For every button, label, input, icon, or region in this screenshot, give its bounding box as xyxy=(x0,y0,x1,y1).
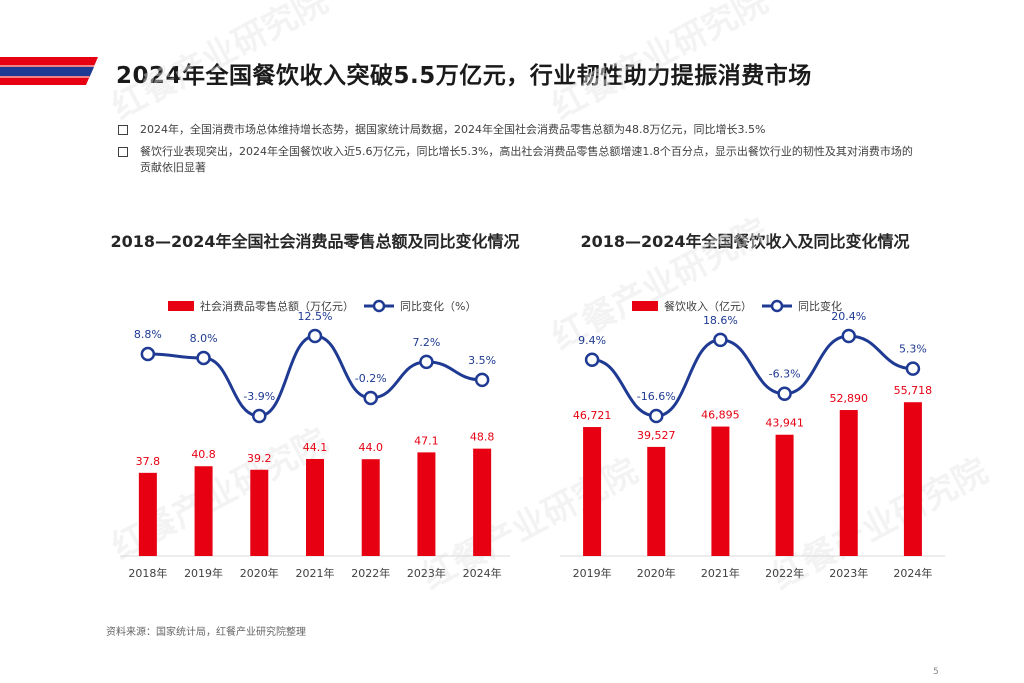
line-point xyxy=(252,408,267,424)
legend-line-label: 同比变化（%） xyxy=(400,299,476,313)
x-tick-label: 2020年 xyxy=(240,566,279,580)
bar-data-label: 40.8 xyxy=(191,448,216,461)
legend-bar-label: 餐饮收入（亿元） xyxy=(664,299,752,313)
bar-data-label: 52,890 xyxy=(830,392,869,405)
legend-line-label: 同比变化 xyxy=(798,299,842,313)
bar-data-label: 44.0 xyxy=(358,441,383,454)
line-data-label: 5.3% xyxy=(899,343,927,356)
legend-bar-label: 社会消费品零售总额（万亿元） xyxy=(200,299,354,313)
line-data-label: 9.4% xyxy=(578,334,606,347)
bar-data-label: 39,527 xyxy=(637,429,676,442)
line-point xyxy=(140,346,156,362)
bar xyxy=(306,458,324,556)
line-point xyxy=(419,354,434,370)
legend-bar-swatch xyxy=(168,301,194,311)
bar-data-label: 47.1 xyxy=(414,434,439,447)
line-point xyxy=(713,332,728,348)
x-tick-label: 2021年 xyxy=(701,566,740,580)
line-point xyxy=(474,372,490,388)
bar xyxy=(583,427,602,556)
line-point xyxy=(905,361,921,376)
bullet-text: 餐饮行业表现突出，2024年全国餐饮收入近5.6万亿元，同比增长5.3%，高出社… xyxy=(140,145,913,174)
bar-data-label: 46,895 xyxy=(701,409,740,422)
line-data-label: 12.5% xyxy=(298,310,333,323)
bar-data-label: 39.2 xyxy=(247,452,272,465)
bullet-item: 2024年，全国消费市场总体维持增长态势，据国家统计局数据，2024年全国社会消… xyxy=(118,122,918,138)
line-point xyxy=(307,328,323,344)
bar xyxy=(138,472,157,556)
legend-bar-swatch xyxy=(632,301,658,311)
x-tick-label: 2018年 xyxy=(128,566,167,580)
bar xyxy=(417,452,436,556)
bar xyxy=(775,434,794,556)
line-data-label: -16.6% xyxy=(637,390,676,403)
bar xyxy=(711,426,730,556)
x-tick-label: 2024年 xyxy=(893,566,932,580)
legend-line-marker xyxy=(372,299,386,313)
x-tick-label: 2024年 xyxy=(463,566,502,580)
bar xyxy=(647,446,666,556)
x-tick-label: 2019年 xyxy=(573,566,612,580)
chart-title-retail: 2018—2024年全国社会消费品零售总额及同比变化情况 xyxy=(110,232,520,251)
watermark-text: 红餐产业研究院 xyxy=(105,0,334,128)
legend-line-marker xyxy=(770,299,784,313)
x-tick-label: 2022年 xyxy=(765,566,804,580)
source-note: 资料来源：国家统计局，红餐产业研究院整理 xyxy=(106,627,306,638)
line-data-label: 7.2% xyxy=(412,336,440,349)
summary-bullets: 2024年，全国消费市场总体维持增长态势，据国家统计局数据，2024年全国社会消… xyxy=(118,122,918,182)
x-tick-label: 2021年 xyxy=(296,566,335,580)
line-data-label: 20.4% xyxy=(831,310,866,323)
x-tick-label: 2023年 xyxy=(407,566,446,580)
line-data-label: 8.0% xyxy=(190,332,218,345)
chart-title-catering: 2018—2024年全国餐饮收入及同比变化情况 xyxy=(580,232,910,251)
bullet-text: 2024年，全国消费市场总体维持增长态势，据国家统计局数据，2024年全国社会消… xyxy=(140,123,766,136)
bar xyxy=(250,469,269,556)
bar-data-label: 43,941 xyxy=(765,417,804,430)
line-data-label: -3.9% xyxy=(243,390,275,403)
bar xyxy=(361,459,380,556)
bullet-square-icon xyxy=(118,147,128,157)
line-data-label: 18.6% xyxy=(703,314,738,327)
x-tick-label: 2019年 xyxy=(184,566,223,580)
bar-data-label: 48.8 xyxy=(470,431,495,444)
line-point xyxy=(196,350,211,366)
bar xyxy=(473,448,492,556)
x-tick-label: 2023年 xyxy=(829,566,868,580)
line-data-label: 3.5% xyxy=(468,354,496,367)
bar xyxy=(903,402,922,556)
x-tick-label: 2020年 xyxy=(637,566,676,580)
bar-data-label: 55,718 xyxy=(894,384,933,397)
bar-data-label: 46,721 xyxy=(573,409,612,422)
page-number: 5 xyxy=(933,667,939,677)
watermark-text: 红餐产业研究院 xyxy=(545,0,774,128)
line-point xyxy=(649,408,664,424)
bar xyxy=(194,466,213,556)
line-point xyxy=(363,390,378,406)
page-title: 2024年全国餐饮收入突破5.5万亿元，行业韧性助力提振消费市场 xyxy=(116,63,812,89)
bar-data-label: 37.8 xyxy=(136,455,161,468)
line-point xyxy=(841,328,856,344)
x-tick-label: 2022年 xyxy=(351,566,390,580)
bar-data-label: 44.1 xyxy=(303,441,328,454)
bullet-item: 餐饮行业表现突出，2024年全国餐饮收入近5.6万亿元，同比增长5.3%，高出社… xyxy=(118,144,918,176)
bar xyxy=(839,410,858,556)
line-data-label: -0.2% xyxy=(355,372,387,385)
bullet-square-icon xyxy=(118,125,128,135)
line-data-label: -6.3% xyxy=(769,368,801,381)
line-data-label: 8.8% xyxy=(134,328,162,341)
line-point xyxy=(777,386,792,401)
line-point xyxy=(584,352,600,368)
header-accent-bar xyxy=(0,57,98,85)
